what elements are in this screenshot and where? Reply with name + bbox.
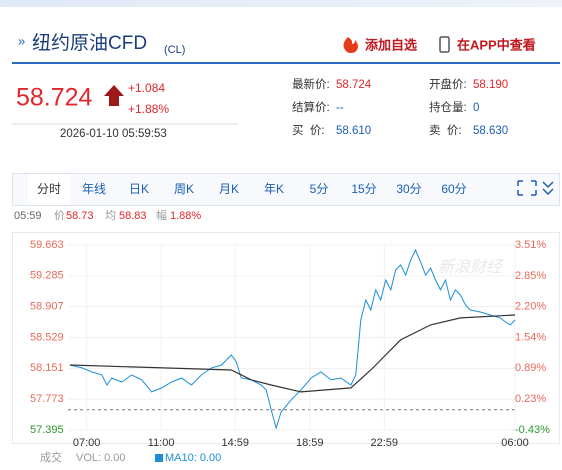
plot-border <box>12 232 560 444</box>
info-text: 05:59 <box>14 210 42 222</box>
tab[interactable]: 30分 <box>396 182 421 196</box>
header-line <box>12 62 560 64</box>
info-text: 1.88% <box>170 210 201 222</box>
field-value: -- <box>336 102 344 114</box>
y2-tick-label: 1.54% <box>515 331 546 343</box>
footer-text: VOL: 0.00 <box>76 452 126 464</box>
x-tick-label: 14:59 <box>221 437 249 449</box>
field-value: 58.610 <box>336 125 371 137</box>
y-tick-label: 57.395 <box>30 424 64 436</box>
x-tick-label: 22:59 <box>370 437 398 449</box>
y2-tick-label: 2.20% <box>515 300 546 312</box>
info-text: 价 <box>54 209 65 222</box>
field-value: 0 <box>473 102 479 114</box>
y-tick-label: 58.907 <box>30 301 64 313</box>
price: 58.724 <box>16 84 93 112</box>
y-tick-label: 58.151 <box>30 362 64 374</box>
code: (CL) <box>164 44 185 56</box>
y-tick-label: 57.773 <box>30 393 64 405</box>
footer-text: MA10: 0.00 <box>165 452 221 464</box>
change: +1.084 <box>128 81 165 95</box>
tab[interactable]: 60分 <box>441 182 466 196</box>
tab[interactable]: 15分 <box>351 182 376 196</box>
tab[interactable]: 5分 <box>310 182 329 196</box>
tab[interactable]: 分时 <box>37 182 61 196</box>
y-tick-label: 59.663 <box>30 239 64 251</box>
change-pct: +1.88% <box>128 102 169 116</box>
tab[interactable]: 年线 <box>82 182 106 196</box>
info-text: 58.83 <box>119 210 147 222</box>
y2-tick-label: 0.23% <box>515 393 546 405</box>
tab[interactable]: 月K <box>219 182 239 196</box>
field-value: 58.630 <box>473 125 508 137</box>
x-tick-label: 18:59 <box>296 437 324 449</box>
y-tick-label: 58.529 <box>30 331 64 343</box>
info-text: 58.73 <box>66 210 94 222</box>
quote-time: 2026-01-10 05:59:53 <box>60 128 167 140</box>
active-tab-bg <box>28 174 70 205</box>
up-arrow <box>104 85 124 106</box>
field-value: 58.724 <box>336 79 372 91</box>
x-tick-label: 11:00 <box>148 437 175 449</box>
title: 纽约原油CFD <box>32 32 147 54</box>
vol-swatch <box>155 454 163 462</box>
tab[interactable]: 周K <box>174 182 194 196</box>
x-tick-label: 06:00 <box>501 437 529 449</box>
tab[interactable]: 日K <box>129 182 149 196</box>
y2-tick-label: 2.85% <box>515 270 546 282</box>
collapse-icon[interactable] <box>542 181 554 196</box>
field-label: 卖 价: <box>429 124 462 137</box>
y2-tick-label: 3.51% <box>515 239 546 251</box>
info-text: 均 <box>105 209 116 222</box>
field-label: 持仓量: <box>429 100 467 114</box>
field-value: 58.190 <box>473 79 508 91</box>
info-text: 幅 <box>156 209 167 222</box>
fire-icon <box>343 37 358 53</box>
y-tick-label: 59.285 <box>30 270 64 282</box>
average-line <box>69 314 516 393</box>
footer-text: 成交 <box>40 450 62 464</box>
open-app[interactable]: 在APP中查看 <box>457 37 536 52</box>
field-label: 开盘价: <box>429 77 467 91</box>
field-label: 最新价: <box>292 77 330 91</box>
watermark: 新浪财经 <box>438 258 504 276</box>
field-label: 结算价: <box>292 100 330 114</box>
fullscreen-icon[interactable] <box>517 180 537 196</box>
tab-bar <box>12 173 560 206</box>
tab[interactable]: 年K <box>264 182 284 196</box>
price-line <box>69 248 516 430</box>
y2-tick-label: -0.43% <box>515 424 550 436</box>
field-label: 买 价: <box>292 124 325 137</box>
bullet-icon: » <box>18 33 25 48</box>
add-watchlist[interactable]: 添加自选 <box>365 37 417 52</box>
x-tick-label: 07:00 <box>73 437 101 449</box>
y2-tick-label: 0.89% <box>515 362 546 374</box>
top-stripe <box>0 0 562 7</box>
phone-icon <box>439 36 450 53</box>
